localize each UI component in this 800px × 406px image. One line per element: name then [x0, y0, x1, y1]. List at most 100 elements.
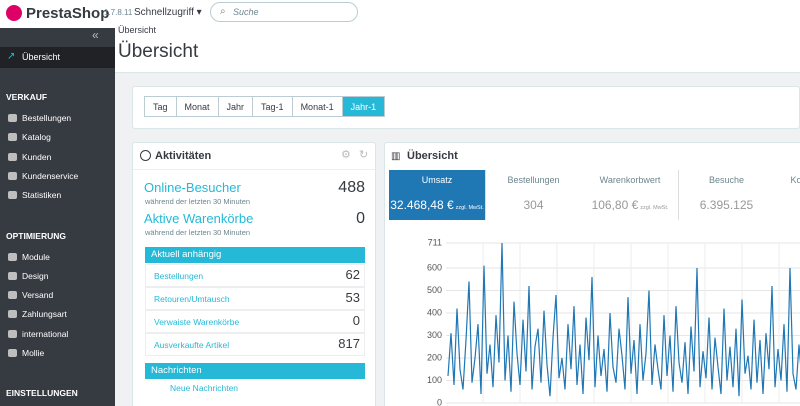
- menu-icon: [8, 329, 17, 338]
- pending-header: [145, 247, 365, 263]
- menu-section: EINSTELLUNGEN: [6, 388, 78, 399]
- menu-icon: [8, 291, 17, 300]
- menu-icon: [8, 133, 17, 142]
- logo-icon: [6, 5, 22, 21]
- menu-item[interactable]: Kunden: [0, 148, 115, 167]
- pending-label[interactable]: Ausverkaufte Artikel: [154, 340, 230, 350]
- search-placeholder: Suche: [233, 7, 259, 17]
- period-button[interactable]: Tag-1: [252, 96, 293, 117]
- page-title: Übersicht: [118, 41, 199, 62]
- menu-label: Kunden: [22, 151, 52, 162]
- menu-icon: [8, 191, 17, 200]
- menu-item[interactable]: Statistiken: [0, 186, 115, 205]
- kpi-tab[interactable]: Besuche 6.395.125: [678, 170, 776, 220]
- sales-line: [447, 242, 800, 397]
- pending-row: [145, 287, 365, 310]
- menu-item[interactable]: Design: [0, 267, 115, 286]
- pending-label[interactable]: Verwaiste Warenkörbe: [154, 317, 240, 327]
- pending-label[interactable]: Retouren/Umtausch: [154, 294, 230, 304]
- pending-row: [145, 264, 365, 287]
- sidebar: « ↗ Übersicht VERKAUF Bestellungen Katalog…: [0, 28, 115, 406]
- stat-value: 0: [356, 210, 365, 227]
- quick-access[interactable]: Schnellzugriff ▾: [134, 7, 202, 18]
- kpi-number: 304: [523, 198, 544, 212]
- period-button[interactable]: Monat-1: [291, 96, 343, 117]
- pending-label[interactable]: Bestellungen: [154, 271, 204, 281]
- kpi-label: Konversionsrate: [790, 175, 800, 185]
- menu-icon: [8, 271, 17, 280]
- collapse-button[interactable]: «: [92, 28, 99, 42]
- menu-item[interactable]: Module: [0, 248, 115, 267]
- chart-icon: ▥: [391, 151, 401, 162]
- menu-item[interactable]: Zahlungsart: [0, 305, 115, 324]
- kpi-note: zzgl. MwSt.: [640, 205, 669, 211]
- period-button[interactable]: Jahr-1: [341, 96, 386, 117]
- stat-sub: während der letzten 30 Minuten: [145, 228, 251, 237]
- clock-icon: [140, 150, 151, 161]
- menu-item[interactable]: Kundenservice: [0, 167, 115, 186]
- config-icon[interactable]: ⚙: [341, 149, 351, 161]
- menu-label: Design: [22, 270, 49, 281]
- logo[interactable]: PrestaShop: [26, 5, 110, 22]
- menu-label: Zahlungsart: [22, 309, 67, 320]
- pending-value: 0: [352, 313, 360, 328]
- menu-item[interactable]: Versand: [0, 286, 115, 305]
- pending-value: 53: [345, 290, 360, 305]
- activity-panel: Aktivitäten ⚙ ↻ Online-Besucher während d…: [132, 142, 376, 406]
- menu-item[interactable]: Katalog: [0, 128, 115, 147]
- messages-row[interactable]: Neue Nachrichten: [170, 383, 239, 393]
- version: 1.7.8.11: [104, 8, 133, 17]
- menu-label: Statistiken: [22, 190, 62, 201]
- kpi-tab[interactable]: Bestellungen 304: [485, 170, 583, 220]
- period-button[interactable]: Jahr: [217, 96, 254, 117]
- sales-chart: 0 100 200 300 400 500 600 711: [427, 237, 800, 406]
- menu-label: Kundenservice: [22, 170, 79, 181]
- panel-title: Aktivitäten: [155, 150, 212, 162]
- menu-item[interactable]: international: [0, 325, 115, 344]
- menu-label: Katalog: [22, 132, 51, 143]
- y-tick-label: 300: [427, 330, 442, 340]
- menu-label: Bestellungen: [22, 113, 72, 123]
- breadcrumb[interactable]: Übersicht: [118, 25, 157, 35]
- menu-item[interactable]: Bestellungen: [0, 109, 115, 128]
- period-button[interactable]: Monat: [175, 96, 219, 117]
- pending-title: Aktuell anhängig: [151, 249, 222, 260]
- pending-value: 62: [345, 267, 360, 282]
- pending-row: [145, 310, 365, 333]
- kpi-number: 106,80 €: [591, 198, 639, 212]
- stat-label[interactable]: Online-Besucher: [144, 180, 241, 195]
- kpi-number: 6.395.125: [699, 198, 754, 212]
- kpi-tab[interactable]: Warenkorbwert 106,80 € zzgl. MwSt.: [582, 170, 679, 220]
- stat-sub: während der letzten 30 Minuten: [145, 197, 251, 206]
- period-button[interactable]: Tag: [144, 96, 177, 117]
- kpi-tab[interactable]: Umsatz 32.468,48 € zzgl. MwSt.: [389, 170, 486, 220]
- kpi-label: Bestellungen: [507, 175, 560, 185]
- menu-icon: [8, 171, 17, 180]
- menu-label: Mollie: [22, 348, 45, 358]
- menu-item[interactable]: Mollie: [0, 344, 115, 363]
- period-buttons: Tag Monat Jahr Tag-1 Monat-1 Jahr-1: [144, 96, 386, 117]
- y-tick-label: 200: [427, 352, 442, 362]
- kpi-value: 32.468,48 € zzgl. MwSt.: [389, 198, 485, 212]
- active-menu-item[interactable]: ↗ Übersicht: [0, 47, 115, 68]
- menu-icon: [8, 349, 17, 357]
- kpi-value: 106,80 € zzgl. MwSt.: [582, 198, 678, 212]
- kpi-tab[interactable]: Konversionsrate: [775, 170, 800, 220]
- kpi-label: Warenkorbwert: [599, 175, 661, 185]
- messages-title: Nachrichten: [151, 365, 202, 376]
- search-box[interactable]: ⌕ Suche: [210, 2, 358, 22]
- menu-icon: [8, 114, 17, 122]
- menu-icon: [8, 252, 17, 261]
- y-tick-label: 500: [427, 285, 442, 295]
- refresh-icon[interactable]: ↻: [359, 149, 369, 161]
- panel-title: Übersicht: [407, 150, 458, 162]
- kpi-value: 6.395.125: [679, 198, 775, 212]
- menu-icon: [8, 310, 17, 319]
- menu-section: VERKAUF: [6, 92, 48, 102]
- kpi-label: Besuche: [708, 175, 745, 185]
- panel-header: [133, 143, 375, 170]
- kpi-number: 32.468,48 €: [390, 198, 454, 212]
- stat-label[interactable]: Aktive Warenkörbe: [144, 211, 254, 226]
- menu-label: Übersicht: [22, 52, 61, 62]
- kpi-note: zzgl. MwSt.: [455, 205, 484, 211]
